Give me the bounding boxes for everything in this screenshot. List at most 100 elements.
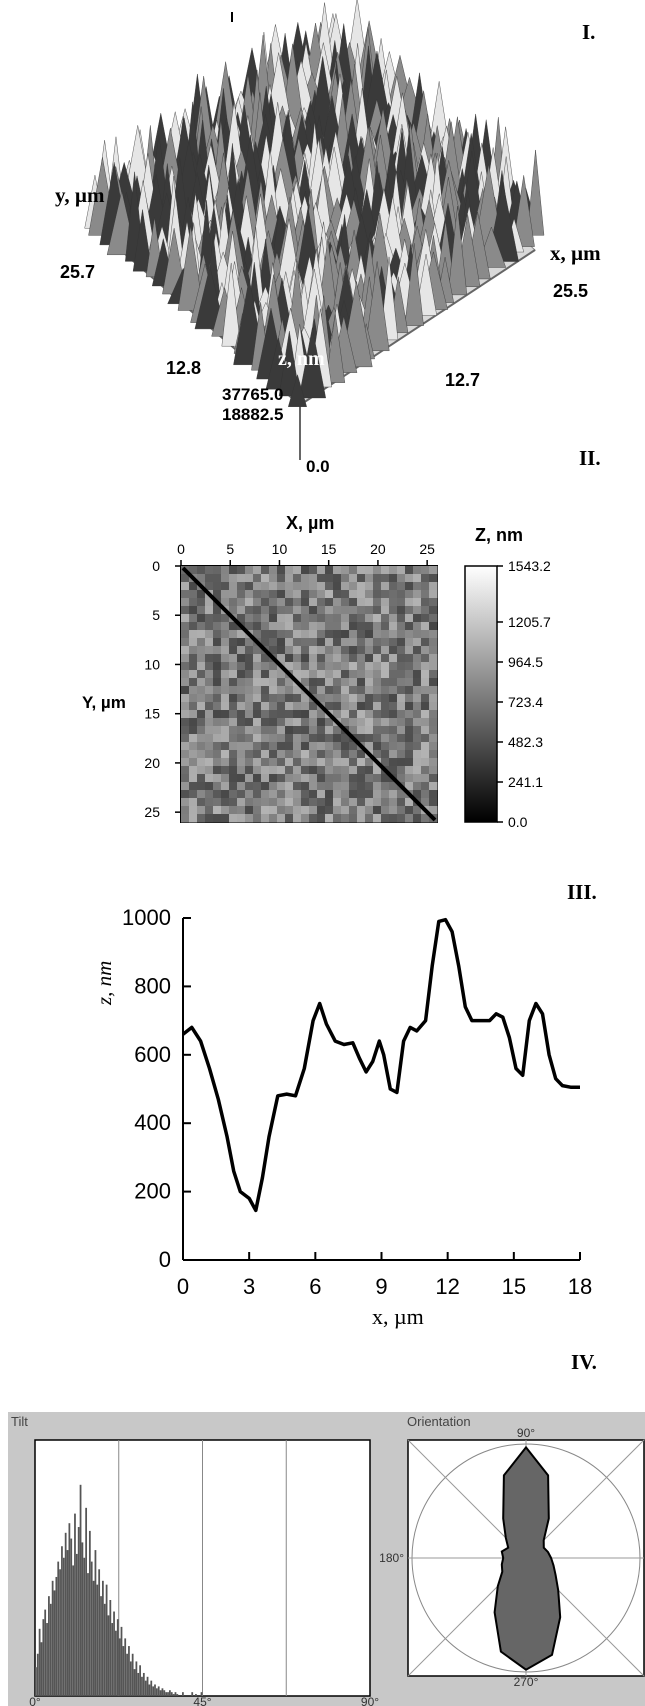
heightmap-cell [189,638,198,647]
heightmap-cell [365,758,374,767]
profile-y-tick-label: 600 [134,1042,171,1067]
heightmap-cell [189,710,198,719]
heightmap-cell [373,582,382,591]
heightmap-cell [317,598,326,607]
heightmap-cell [325,662,334,671]
heightmap-cell [309,670,318,679]
heightmap-cell [349,782,358,791]
heightmap-cell [229,606,238,615]
heightmap-cell [357,710,366,719]
heightmap-cell [333,590,342,599]
heightmap-cell [205,678,214,687]
surface-peak [221,262,241,347]
heightmap-cell [205,622,214,631]
tilt-bar [107,1615,110,1696]
heightmap-cell [277,606,286,615]
heightmap-cell [181,630,190,639]
heightmap-cell [373,654,382,663]
heightmap-cell [405,566,414,575]
heightmap-cell [397,702,406,711]
heightmap-cell [333,598,342,607]
heightmap-cell [365,630,374,639]
heightmap-cell [373,710,382,719]
tilt-bar [152,1686,155,1696]
heightmap-cell [341,742,350,751]
heightmap-cell [389,646,398,655]
heightmap-cell [301,734,310,743]
heightmap-cell [429,750,438,759]
heightmap-cell [205,766,214,775]
heightmap-cell [325,566,334,575]
heightmap-cell [405,806,414,815]
heightmap-cell [285,718,294,727]
tilt-bar [105,1584,108,1696]
heightmap-cell [245,694,254,703]
heightmap-cell [389,606,398,615]
heightmap-cell [389,814,398,823]
heightmap-cell [301,718,310,727]
heightmap-cell [429,790,438,799]
heightmap-cell [301,670,310,679]
heightmap-cell [229,814,238,823]
heightmap-cell [197,758,206,767]
heightmap-cell [221,710,230,719]
heightmap-cell [197,694,206,703]
tilt-bar [133,1669,136,1696]
heightmap-cell [389,566,398,575]
heightmap-cell [325,670,334,679]
heightmap-cell [317,790,326,799]
heightmap-cell [317,670,326,679]
heightmap-cell [189,758,198,767]
heightmap-cell [405,742,414,751]
heightmap-cell [405,582,414,591]
heightmap-cell [245,742,254,751]
profile-line [181,566,437,822]
heightmap-cell [221,582,230,591]
surface-x-tick-mid: 12.7 [445,370,481,390]
tilt-bar [102,1580,104,1696]
tilt-bar [42,1619,45,1696]
heightmap-cell [365,766,374,775]
heightmap-cell [421,582,430,591]
heightmap-cell [181,694,190,703]
tilt-bar [48,1596,50,1696]
heightmap-cell [261,638,270,647]
heightmap-cell [397,694,406,703]
heightmap-cell [229,574,238,583]
heightmap-cell [365,582,374,591]
heightmap-x-label: X, µm [286,513,335,533]
heightmap-cell [381,622,390,631]
heightmap-cell [245,606,254,615]
heightmap-cell [197,782,206,791]
heightmap-cell [245,806,254,815]
heightmap-cell [325,694,334,703]
heightmap-cell [229,566,238,575]
tilt-bar [129,1661,132,1696]
heightmap-cell [213,670,222,679]
heightmap-cell [373,614,382,623]
heightmap-cell [349,606,358,615]
heightmap-cell [197,766,206,775]
tilt-bar [81,1542,84,1696]
heightmap-cell [365,710,374,719]
heightmap-cell [253,662,262,671]
heightmap-cell [357,574,366,583]
heightmap-cell [277,646,286,655]
heightmap-cell [245,614,254,623]
heightmap-cell [413,734,422,743]
heightmap-cell [261,798,270,807]
heightmap-cell [197,790,206,799]
heightmap-cell [413,654,422,663]
heightmap-cell [389,694,398,703]
heightmap-cell [357,662,366,671]
heightmap-cell [189,694,198,703]
profile-y-tick-label: 400 [134,1110,171,1135]
heightmap-cell [181,622,190,631]
heightmap-cell [341,566,350,575]
heightmap-cell [205,606,214,615]
tilt-bar [161,1688,164,1696]
heightmap-cell [341,654,350,663]
heightmap-cell [293,694,302,703]
heightmap-cell [317,678,326,687]
heightmap-cell [389,718,398,727]
